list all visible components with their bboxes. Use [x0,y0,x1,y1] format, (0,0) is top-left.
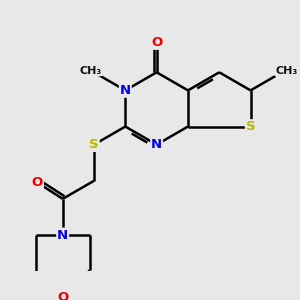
Text: S: S [246,120,255,133]
Text: O: O [32,176,43,189]
Text: N: N [120,84,131,97]
Text: N: N [151,138,162,151]
Text: S: S [89,138,99,151]
Text: N: N [57,229,68,242]
Text: O: O [57,291,68,300]
Text: CH₃: CH₃ [79,65,101,76]
Text: O: O [151,36,162,49]
Text: CH₃: CH₃ [275,65,298,76]
